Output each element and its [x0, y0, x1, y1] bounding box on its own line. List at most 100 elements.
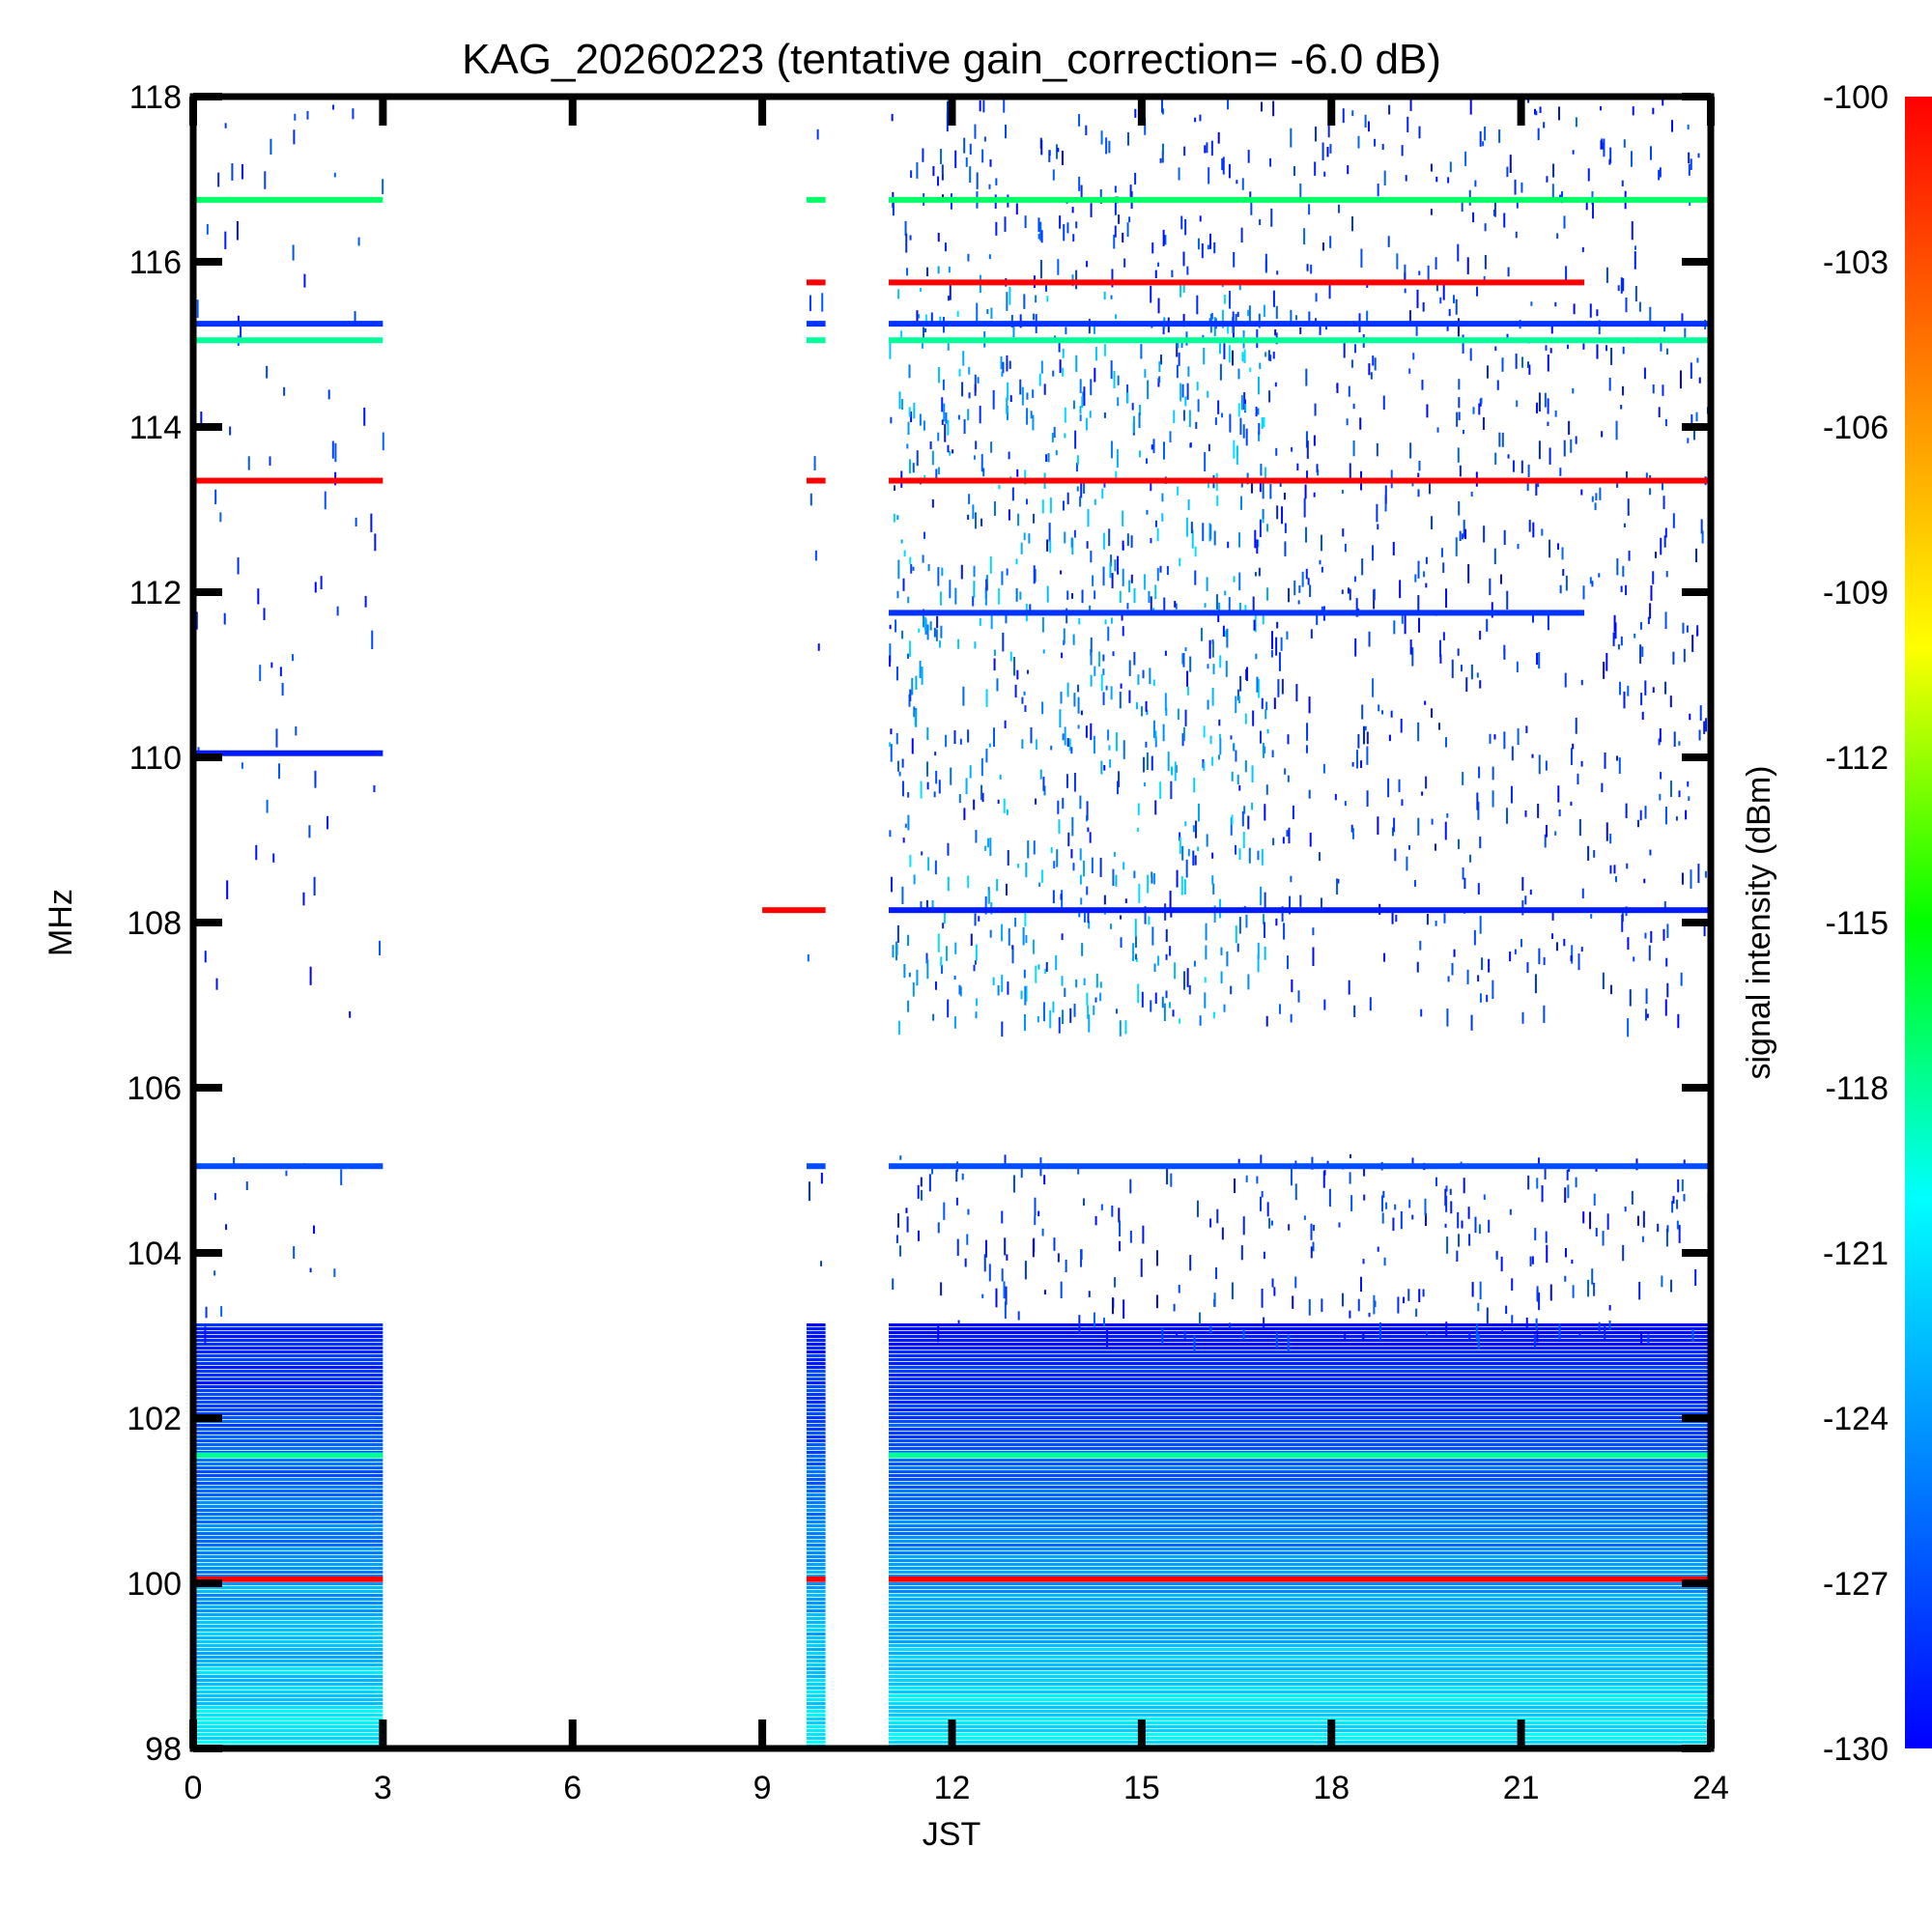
noise-mark: [1198, 803, 1201, 822]
noise-mark: [1308, 696, 1311, 714]
noise-mark: [1462, 334, 1464, 355]
noise-mark: [1615, 420, 1618, 440]
noise-mark: [1240, 395, 1243, 411]
carrier-line-105.05mhz: [193, 1163, 384, 1170]
noise-mark: [1090, 551, 1093, 563]
noise-mark: [1083, 479, 1086, 495]
noise-mark: [1058, 819, 1061, 835]
noise-mark: [955, 1197, 958, 1206]
noise-mark: [334, 442, 337, 463]
noise-mark: [1091, 857, 1094, 873]
noise-mark: [1439, 654, 1442, 664]
noise-mark: [1348, 385, 1350, 397]
noise-mark: [1537, 803, 1540, 818]
noise-mark: [958, 794, 961, 804]
noise-mark: [1664, 611, 1667, 630]
noise-mark: [889, 340, 892, 359]
noise-mark: [1444, 737, 1447, 748]
noise-mark: [1538, 1292, 1541, 1311]
spectrum-row: [806, 1405, 826, 1408]
noise-mark: [1571, 1259, 1574, 1264]
noise-mark: [1472, 212, 1475, 223]
noise-mark: [956, 1238, 959, 1257]
noise-mark: [961, 382, 964, 397]
carrier-line-115.05mhz: [806, 337, 826, 344]
spectrum-row: [806, 1331, 826, 1335]
spectrum-row: [193, 1335, 384, 1339]
noise-mark: [1134, 172, 1137, 185]
noise-mark: [1464, 151, 1467, 166]
noise-mark: [1266, 728, 1269, 734]
noise-mark: [1194, 117, 1197, 123]
noise-mark: [1516, 661, 1519, 673]
noise-mark: [1023, 532, 1026, 541]
noise-mark: [1006, 355, 1009, 372]
noise-mark: [1491, 602, 1493, 618]
noise-mark: [1153, 872, 1156, 885]
noise-mark: [1287, 734, 1290, 745]
noise-mark: [992, 727, 995, 747]
noise-mark: [1025, 862, 1028, 878]
noise-mark: [275, 728, 278, 748]
noise-mark: [1336, 878, 1339, 895]
noise-mark: [1531, 753, 1534, 758]
noise-mark: [1267, 350, 1270, 361]
noise-mark: [1099, 857, 1102, 877]
spectrum-row: [806, 1447, 826, 1451]
spectrum-row: [889, 1463, 1711, 1466]
noise-mark: [1005, 125, 1008, 139]
noise-mark: [1178, 352, 1180, 366]
spectrum-row: [889, 1721, 1711, 1725]
noise-mark: [1612, 632, 1615, 646]
noise-mark: [1355, 750, 1358, 769]
noise-mark: [1053, 1237, 1056, 1251]
noise-mark: [1217, 754, 1220, 760]
noise-mark: [1144, 906, 1147, 924]
noise-mark: [814, 550, 817, 561]
noise-mark: [1004, 1237, 1007, 1256]
spectrum-row: [806, 1605, 826, 1609]
noise-mark: [1321, 242, 1324, 251]
noise-mark: [954, 587, 957, 605]
noise-mark: [1257, 850, 1260, 861]
noise-mark: [1366, 310, 1369, 323]
noise-mark: [1130, 574, 1133, 583]
noise-mark: [1208, 639, 1211, 659]
noise-mark: [1170, 1173, 1173, 1187]
noise-mark: [984, 589, 987, 606]
noise-mark: [1059, 359, 1062, 374]
noise-mark: [915, 675, 918, 690]
noise-mark: [1457, 1211, 1460, 1229]
noise-mark: [1374, 357, 1377, 371]
noise-mark: [1262, 611, 1264, 625]
noise-mark: [1245, 1175, 1248, 1182]
spectrum-row: [889, 1354, 1711, 1358]
noise-mark: [912, 463, 915, 473]
noise-mark: [1314, 403, 1317, 416]
noise-mark: [1476, 792, 1479, 810]
noise-mark: [1180, 875, 1183, 895]
noise-mark: [1126, 533, 1129, 547]
noise-mark: [1328, 282, 1331, 299]
noise-mark: [1473, 929, 1476, 946]
noise-mark: [919, 661, 922, 678]
noise-mark: [1501, 357, 1504, 372]
spectrum-row: [889, 1621, 1711, 1625]
noise-mark: [1024, 705, 1027, 712]
noise-mark: [1323, 171, 1326, 177]
noise-mark: [1229, 1322, 1232, 1329]
noise-mark: [1075, 463, 1078, 472]
noise-mark: [1208, 483, 1210, 489]
noise-mark: [1639, 621, 1642, 630]
noise-mark: [1448, 308, 1451, 317]
noise-mark: [968, 392, 971, 399]
noise-mark: [955, 1170, 958, 1182]
noise-mark: [1269, 157, 1272, 167]
noise-mark: [1608, 158, 1611, 165]
noise-mark: [1649, 146, 1652, 160]
noise-mark: [1199, 1015, 1202, 1026]
noise-mark: [1639, 644, 1642, 665]
noise-mark: [1575, 717, 1577, 734]
spectrum-row: [889, 1567, 1711, 1571]
x-tick-label: 21: [1503, 1770, 1540, 1806]
